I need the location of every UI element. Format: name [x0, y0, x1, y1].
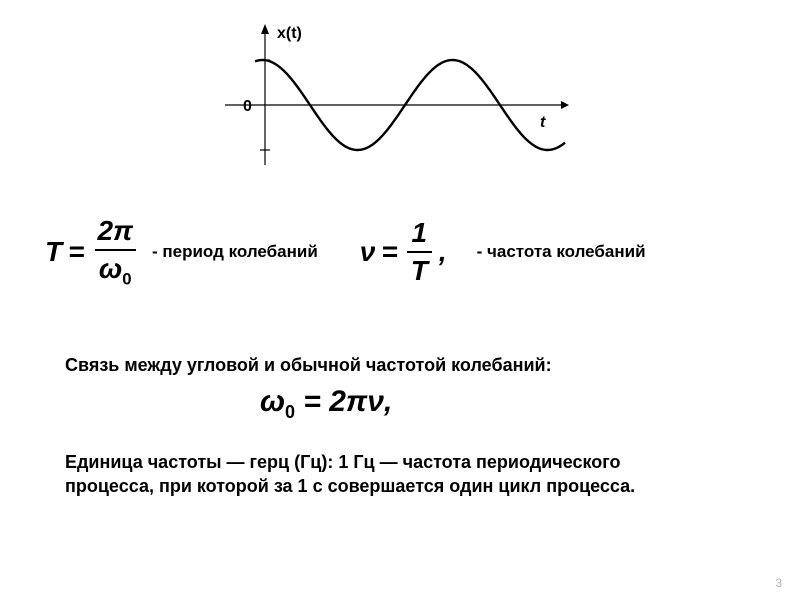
freq-comma: , [439, 236, 447, 268]
oscillation-graph: x(t) 0 t [200, 20, 570, 175]
freq-numerator: 1 [407, 217, 431, 251]
freq-denominator: T [407, 251, 432, 287]
hertz-line1: Единица частоты — герц (Гц): 1 Гц — част… [65, 452, 621, 472]
period-formula: T = 2π ω0 [45, 215, 140, 290]
svg-text:x(t): x(t) [277, 25, 302, 42]
frequency-formula: ν = 1 T , [360, 217, 447, 287]
period-desc: - период колебаний [152, 242, 318, 262]
link-text: Связь между угловой и обычной частотой к… [65, 355, 552, 376]
page-number: 3 [775, 576, 782, 590]
period-fraction: 2π ω0 [93, 215, 137, 290]
svg-text:0: 0 [243, 98, 252, 115]
freq-lhs: ν [360, 236, 376, 268]
slide: x(t) 0 t T = 2π ω0 - период колебаний ν = … [0, 0, 800, 600]
svg-text:t: t [540, 114, 546, 131]
period-denominator: ω0 [95, 249, 136, 290]
freq-desc: - частота колебаний [477, 242, 646, 262]
hertz-text: Единица частоты — герц (Гц): 1 Гц — част… [65, 450, 635, 499]
period-numerator: 2π [93, 215, 137, 249]
eq-sign-2: = [381, 236, 397, 268]
freq-fraction: 1 T [407, 217, 432, 287]
omega-formula: ω0 = 2πν, [260, 385, 392, 423]
eq-sign: = [68, 236, 84, 268]
formula-row: T = 2π ω0 - период колебаний ν = 1 T , -… [45, 215, 646, 290]
hertz-line2: процесса, при которой за 1 с совершается… [65, 476, 635, 496]
period-lhs: T [45, 236, 62, 268]
